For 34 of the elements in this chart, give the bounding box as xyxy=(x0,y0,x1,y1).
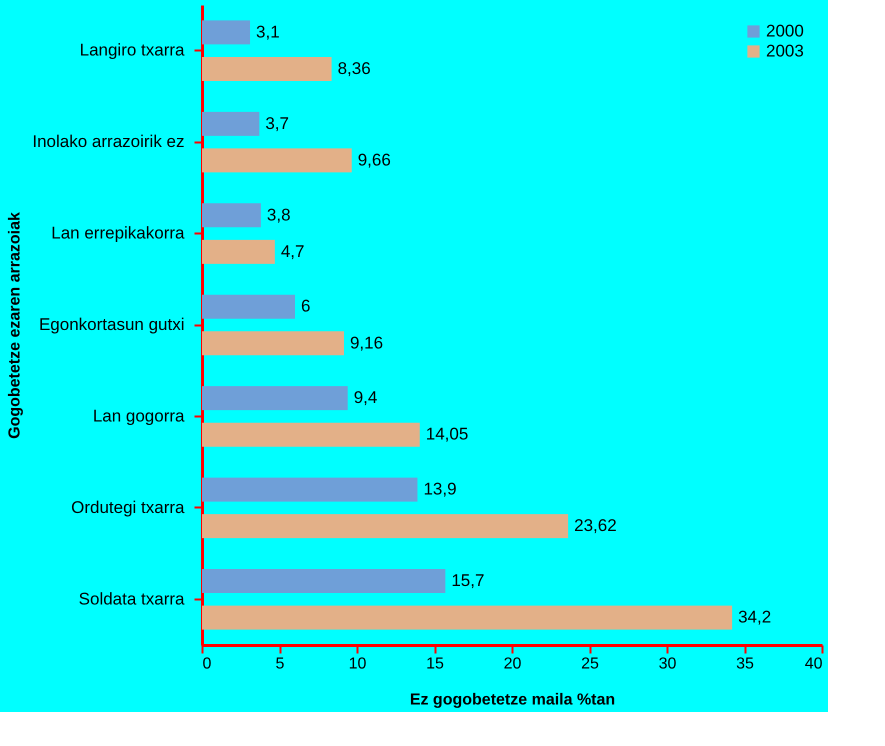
data-label: 9,66 xyxy=(358,150,391,170)
data-label: 14,05 xyxy=(426,424,468,444)
data-label: 4,7 xyxy=(280,242,304,261)
data-label: 13,9 xyxy=(423,480,457,499)
data-label: 3,8 xyxy=(266,205,291,224)
y-tick-label: Soldata txarra xyxy=(78,589,186,608)
x-tick-label: 0 xyxy=(202,656,212,672)
x-tick-label: 25 xyxy=(581,656,599,672)
x-tick-label: 40 xyxy=(804,656,823,672)
data-label: 3,7 xyxy=(265,114,289,133)
y-tick-label: Langiro txarra xyxy=(80,40,186,60)
y-tick-label: Lan errepikakorra xyxy=(51,224,186,243)
y-tick-label: Inolako arrazoirik ez xyxy=(32,132,184,152)
x-tick-label: 35 xyxy=(736,656,754,672)
data-label: 3,1 xyxy=(256,22,280,42)
data-label: 15,7 xyxy=(451,571,484,590)
data-label: 8,36 xyxy=(338,59,371,78)
y-tick-label: Lan gogorra xyxy=(92,406,186,426)
data-label: 23,62 xyxy=(574,516,617,536)
x-tick-label: 15 xyxy=(426,656,444,672)
data-label: 6 xyxy=(301,296,310,316)
y-tick-label: Ordutegi txarra xyxy=(71,498,186,517)
x-axis-title: Ez gogobetetze maila %tan xyxy=(410,692,616,708)
legend-label: 2000 xyxy=(766,22,804,40)
x-tick-label: 20 xyxy=(504,656,522,672)
data-label: 9,16 xyxy=(350,333,384,352)
x-tick-label: 5 xyxy=(276,656,285,672)
legend-label: 2003 xyxy=(766,42,804,60)
y-tick-label: Egonkortasun gutxi xyxy=(38,315,184,334)
y-axis-title: Gogobetetze ezaren arrazoiak xyxy=(6,212,24,439)
data-label: 34,2 xyxy=(738,608,772,627)
x-tick-label: 10 xyxy=(348,656,366,672)
data-label: 9,4 xyxy=(354,388,378,408)
x-tick-label: 30 xyxy=(658,656,676,672)
